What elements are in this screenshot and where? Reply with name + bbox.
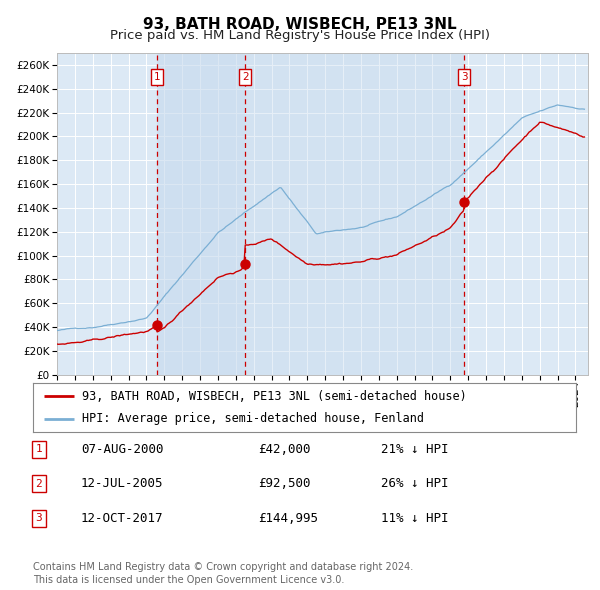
Text: 26% ↓ HPI: 26% ↓ HPI — [381, 477, 449, 490]
Text: 3: 3 — [35, 513, 43, 523]
Text: 2: 2 — [242, 72, 248, 82]
Bar — [245, 53, 464, 375]
Text: £92,500: £92,500 — [258, 477, 311, 490]
Text: 93, BATH ROAD, WISBECH, PE13 3NL (semi-detached house): 93, BATH ROAD, WISBECH, PE13 3NL (semi-d… — [82, 389, 467, 402]
Text: 12-JUL-2005: 12-JUL-2005 — [81, 477, 163, 490]
Text: 1: 1 — [35, 444, 43, 454]
Bar — [157, 53, 245, 375]
Text: 12-OCT-2017: 12-OCT-2017 — [81, 512, 163, 525]
Text: Contains HM Land Registry data © Crown copyright and database right 2024.
This d: Contains HM Land Registry data © Crown c… — [33, 562, 413, 585]
Text: 07-AUG-2000: 07-AUG-2000 — [81, 442, 163, 456]
Text: £42,000: £42,000 — [258, 442, 311, 456]
Text: HPI: Average price, semi-detached house, Fenland: HPI: Average price, semi-detached house,… — [82, 412, 424, 425]
Text: 11% ↓ HPI: 11% ↓ HPI — [381, 512, 449, 525]
Text: 93, BATH ROAD, WISBECH, PE13 3NL: 93, BATH ROAD, WISBECH, PE13 3NL — [143, 17, 457, 31]
Text: Price paid vs. HM Land Registry's House Price Index (HPI): Price paid vs. HM Land Registry's House … — [110, 29, 490, 42]
Text: 2: 2 — [35, 478, 43, 489]
Text: 3: 3 — [461, 72, 467, 82]
Text: £144,995: £144,995 — [258, 512, 318, 525]
Text: 1: 1 — [154, 72, 160, 82]
Text: 21% ↓ HPI: 21% ↓ HPI — [381, 442, 449, 456]
